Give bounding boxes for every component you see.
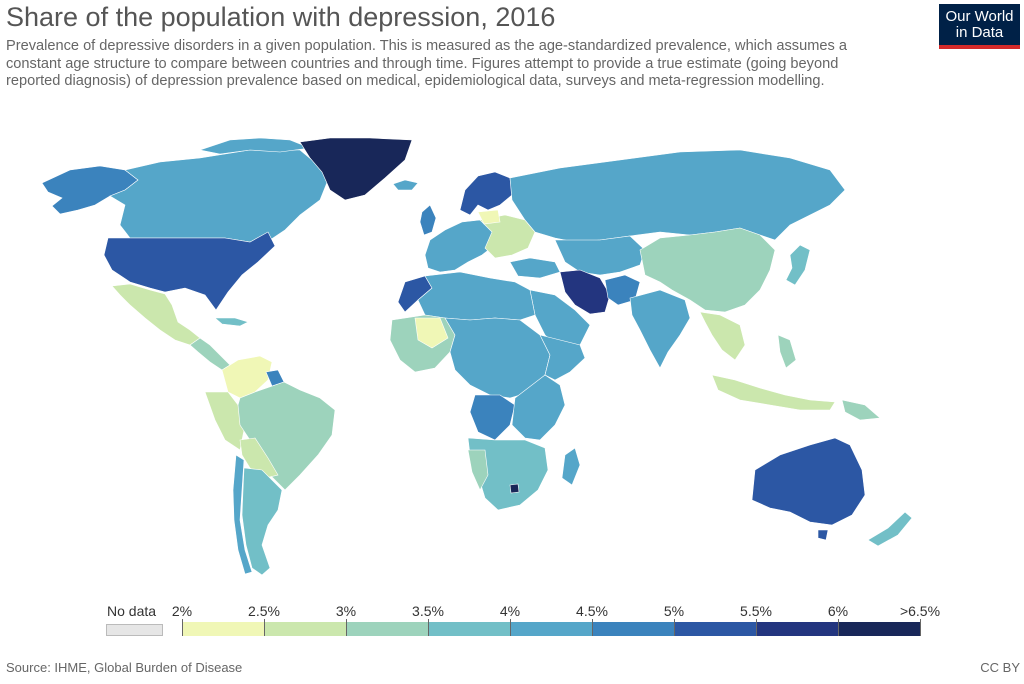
legend-tick-label: 5.5% (740, 603, 772, 619)
legend-tick (264, 619, 265, 636)
legend-bin-8[interactable] (838, 622, 920, 636)
region-scandinavia[interactable] (459, 171, 513, 216)
legend-no-data-label: No data (107, 603, 157, 619)
region-bolivia-paraguay[interactable] (239, 437, 279, 479)
legend-tick (182, 619, 183, 636)
region-turkey[interactable] (509, 257, 561, 279)
region-southeast-asia[interactable] (699, 311, 746, 361)
legend-tick-label: >6.5% (899, 603, 941, 619)
region-india[interactable] (629, 289, 691, 369)
legend-tick-label: 2% (171, 603, 193, 619)
legend-tick (920, 619, 921, 636)
chart-title: Share of the population with depression,… (6, 2, 556, 32)
region-canada[interactable] (109, 149, 331, 243)
region-argentina[interactable] (241, 467, 283, 576)
region-png[interactable] (841, 399, 881, 421)
legend-bin-5[interactable] (592, 622, 674, 636)
region-chile[interactable] (232, 454, 253, 575)
region-russia[interactable] (509, 149, 846, 243)
region-greenland[interactable] (299, 137, 413, 201)
legend-tick-label: 5% (663, 603, 685, 619)
legend-tick-label: 4% (499, 603, 521, 619)
region-poland[interactable] (477, 209, 501, 225)
legend-no-data-swatch (106, 624, 163, 636)
region-western-europe[interactable] (424, 219, 496, 273)
legend-tick (756, 619, 757, 636)
source-note: Source: IHME, Global Burden of Disease (6, 660, 243, 675)
region-uk[interactable] (419, 204, 437, 236)
region-alaska[interactable] (41, 165, 139, 215)
legend-bin-6[interactable] (674, 622, 756, 636)
region-eastern-europe[interactable] (479, 214, 536, 259)
owid-logo[interactable]: Our World in Data (939, 4, 1020, 49)
region-dr-congo[interactable] (469, 394, 516, 441)
region-brazil[interactable] (237, 381, 336, 491)
license-link[interactable]: CC BY (980, 660, 1020, 675)
legend-tick (428, 619, 429, 636)
legend-bin-2[interactable] (346, 622, 428, 636)
region-philippines[interactable] (777, 334, 797, 369)
legend-color-scale (182, 622, 920, 636)
legend-tick-label: 4.5% (576, 603, 608, 619)
legend-tick-label: 3% (335, 603, 357, 619)
region-tasmania[interactable] (817, 529, 829, 541)
region-sahel[interactable] (414, 317, 449, 349)
legend-tick (510, 619, 511, 636)
region-japan[interactable] (785, 244, 811, 286)
region-caribbean[interactable] (214, 317, 249, 327)
chart-subtitle: Prevalence of depressive disorders in a … (6, 38, 847, 89)
region-usa[interactable] (103, 231, 276, 311)
region-china[interactable] (639, 227, 776, 313)
logo-line-2: in Data (955, 24, 1004, 41)
region-mexico[interactable] (111, 283, 201, 346)
legend-bin-3[interactable] (428, 622, 510, 636)
legend-tick (838, 619, 839, 636)
region-madagascar[interactable] (561, 447, 581, 486)
legend-bin-4[interactable] (510, 622, 592, 636)
region-north-africa[interactable] (417, 271, 536, 321)
region-central-america[interactable] (189, 337, 231, 371)
legend-bin-7[interactable] (756, 622, 838, 636)
logo-line-1: Our World (945, 8, 1014, 25)
legend-tick-label: 6% (827, 603, 849, 619)
region-central-asia[interactable] (554, 235, 646, 276)
region-lesotho[interactable] (509, 483, 520, 494)
region-north-south-america[interactable] (221, 355, 273, 399)
legend-tick (346, 619, 347, 636)
logo-accent-bar (939, 45, 1020, 49)
region-new-zealand[interactable] (867, 511, 913, 547)
region-iceland[interactable] (392, 179, 419, 191)
region-namibia[interactable] (467, 449, 489, 491)
legend-tick (674, 619, 675, 636)
legend-tick (592, 619, 593, 636)
region-australia[interactable] (751, 437, 866, 526)
region-east-africa[interactable] (511, 374, 566, 441)
legend-bin-1[interactable] (264, 622, 346, 636)
region-indonesia[interactable] (711, 374, 836, 411)
legend-tick-label: 2.5% (248, 603, 280, 619)
region-iran[interactable] (559, 269, 611, 315)
legend-tick-label: 3.5% (412, 603, 444, 619)
region-horn-of-africa[interactable] (539, 334, 586, 381)
legend-bin-0[interactable] (182, 622, 264, 636)
region-peru[interactable] (204, 391, 246, 451)
